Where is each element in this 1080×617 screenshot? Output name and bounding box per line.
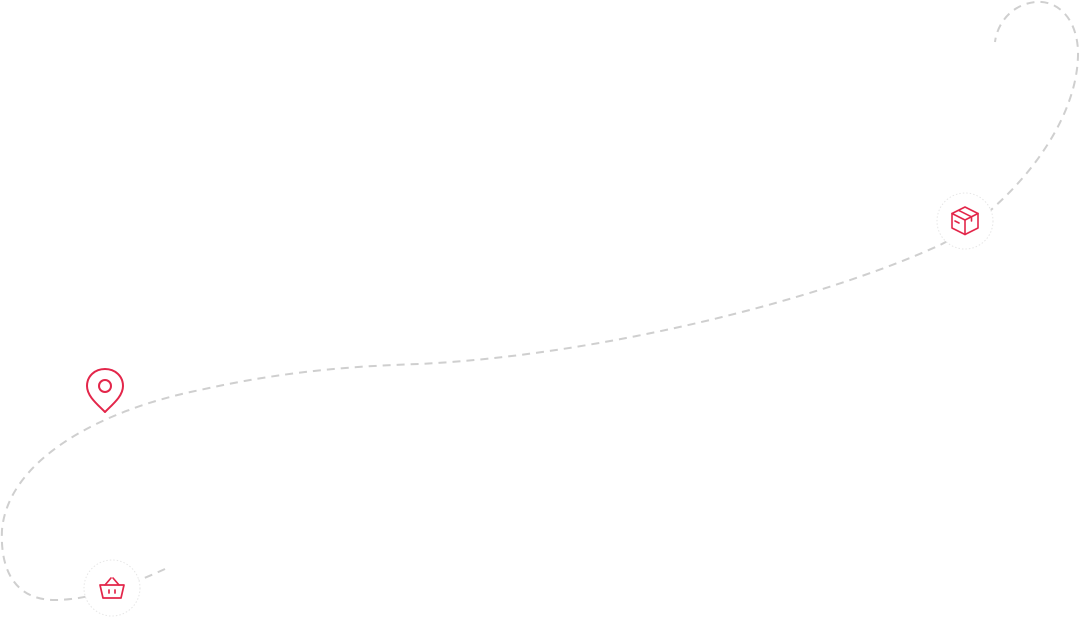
location-pin-icon	[86, 368, 124, 413]
dashed-route-path	[0, 0, 1080, 602]
package-box-marker	[936, 192, 994, 250]
shopping-basket-icon	[99, 577, 125, 599]
shopping-basket-marker	[83, 559, 141, 617]
package-box-icon	[951, 206, 979, 236]
